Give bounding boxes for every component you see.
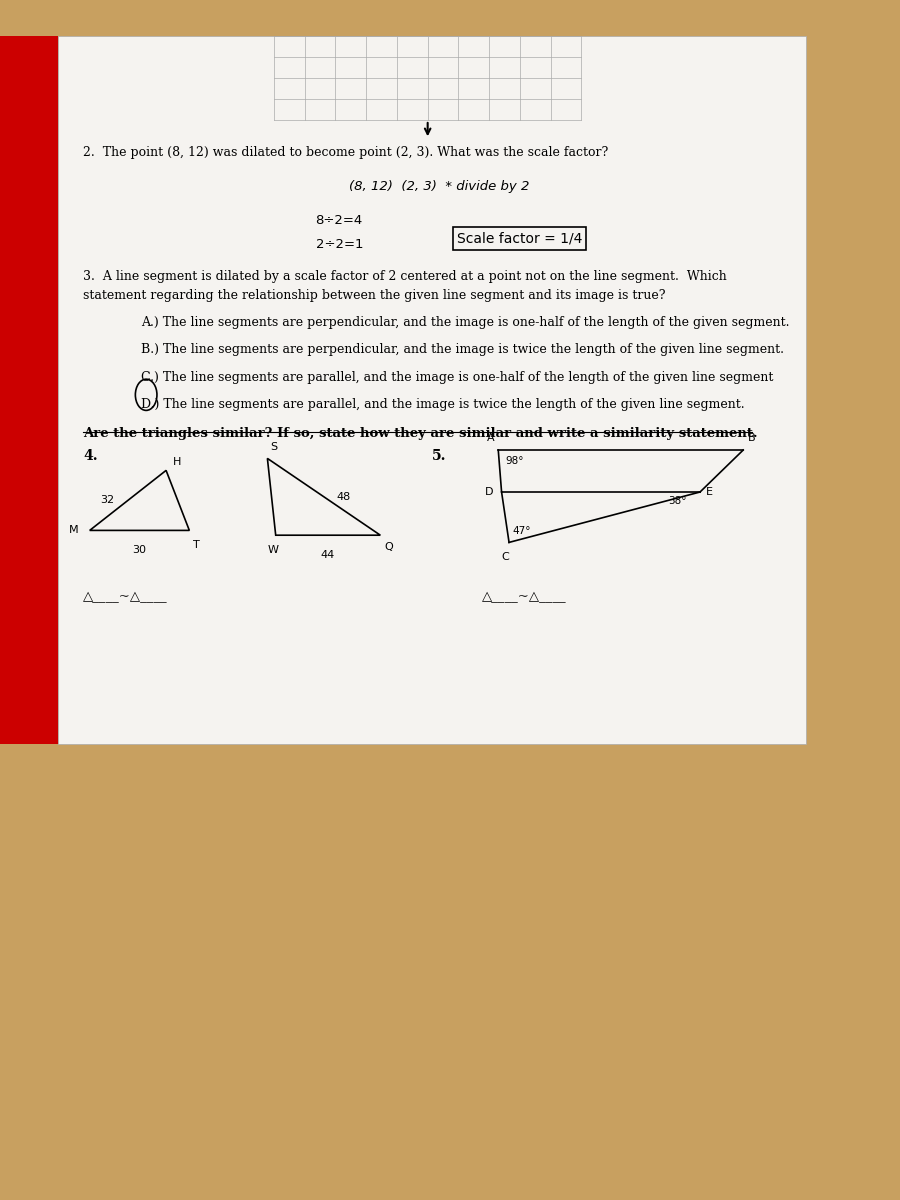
Text: B.) The line segments are perpendicular, and the image is twice the length of th: B.) The line segments are perpendicular,… <box>141 343 784 356</box>
Text: S: S <box>271 443 278 452</box>
Text: Q: Q <box>384 542 393 552</box>
Text: Are the triangles similar? If so, state how they are similar and write a similar: Are the triangles similar? If so, state … <box>83 427 758 440</box>
Bar <box>0 36 58 744</box>
Text: E: E <box>706 487 713 497</box>
Text: (8, 12)  (2, 3)  * divide by 2: (8, 12) (2, 3) * divide by 2 <box>349 180 529 193</box>
Text: 8÷2=4: 8÷2=4 <box>316 214 363 227</box>
Text: 48: 48 <box>337 492 351 502</box>
Text: C: C <box>501 552 508 562</box>
Text: A.) The line segments are perpendicular, and the image is one-half of the length: A.) The line segments are perpendicular,… <box>141 316 789 329</box>
Text: B: B <box>747 433 755 443</box>
Text: 30: 30 <box>132 545 147 554</box>
Bar <box>58 36 806 744</box>
Text: H: H <box>173 457 181 467</box>
Text: 98°: 98° <box>505 456 524 466</box>
Text: Scale factor = 1/4: Scale factor = 1/4 <box>456 232 582 246</box>
Text: A: A <box>487 433 494 443</box>
Text: △____~△____: △____~△____ <box>482 590 566 604</box>
Text: M: M <box>69 526 79 535</box>
Text: T: T <box>194 540 200 550</box>
Text: 2÷2=1: 2÷2=1 <box>316 238 363 251</box>
Text: 3.  A line segment is dilated by a scale factor of 2 centered at a point not on : 3. A line segment is dilated by a scale … <box>83 270 727 283</box>
Text: 32: 32 <box>101 496 114 505</box>
Text: W: W <box>267 545 278 554</box>
Text: 44: 44 <box>321 550 335 559</box>
Text: D.) The line segments are parallel, and the image is twice the length of the giv: D.) The line segments are parallel, and … <box>141 398 745 412</box>
Text: statement regarding the relationship between the given line segment and its imag: statement regarding the relationship bet… <box>83 289 665 302</box>
Text: 2.  The point (8, 12) was dilated to become point (2, 3). What was the scale fac: 2. The point (8, 12) was dilated to beco… <box>83 146 608 160</box>
Text: 38°: 38° <box>669 496 687 505</box>
Text: △____~△____: △____~△____ <box>83 590 167 604</box>
Text: 5.: 5. <box>432 449 446 463</box>
Text: 4.: 4. <box>83 449 98 463</box>
Text: 47°: 47° <box>512 527 531 536</box>
Text: C.) The line segments are parallel, and the image is one-half of the length of t: C.) The line segments are parallel, and … <box>141 371 773 384</box>
Text: D: D <box>485 487 493 497</box>
